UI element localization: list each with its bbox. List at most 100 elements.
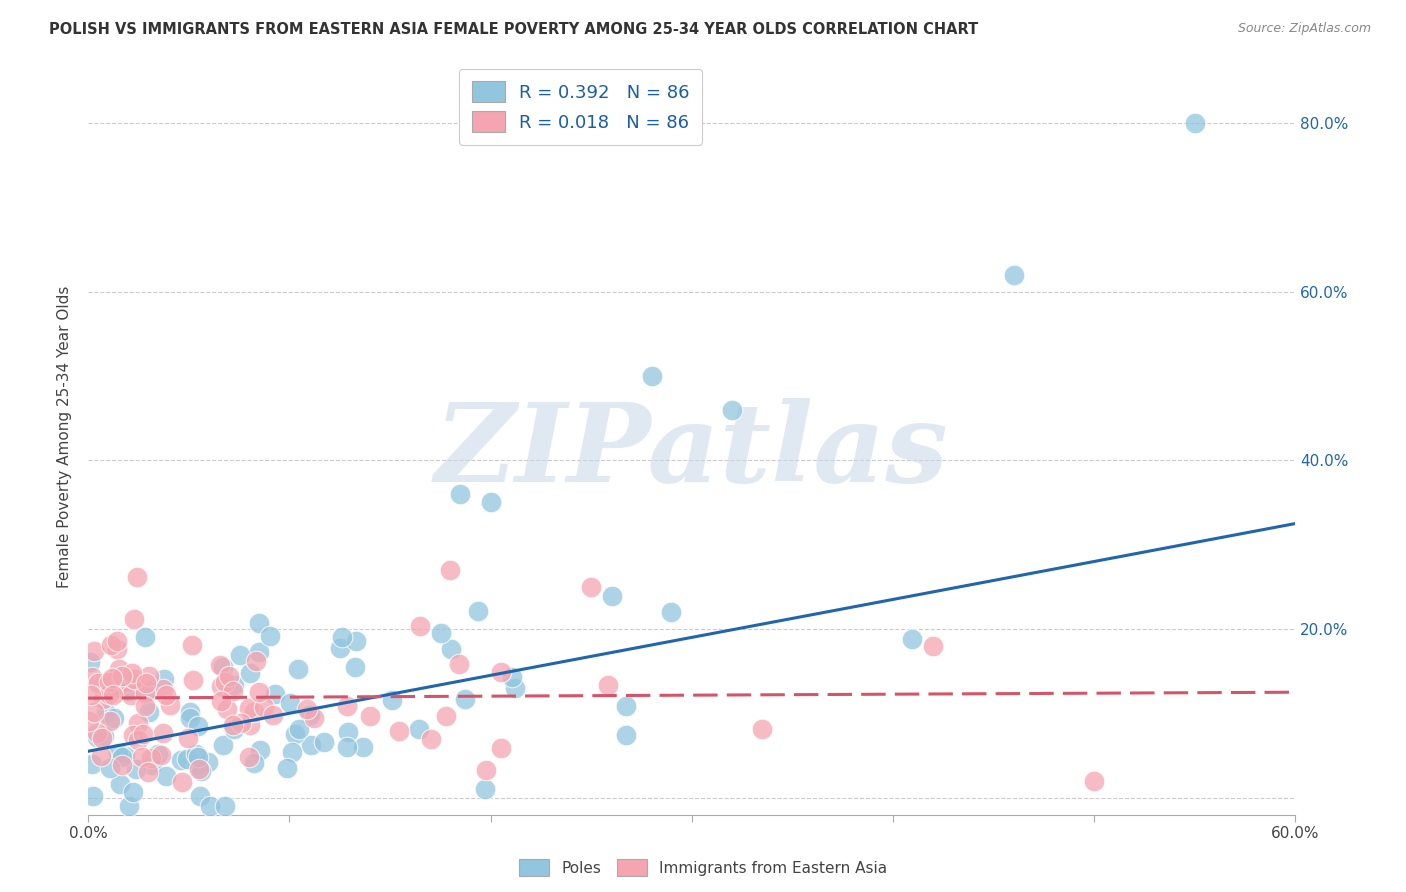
Point <box>214 675 236 690</box>
Text: ZIPatlas: ZIPatlas <box>434 399 949 506</box>
Point <box>108 662 131 676</box>
Point <box>430 626 453 640</box>
Point <box>280 745 302 759</box>
Point <box>247 616 270 631</box>
Point <box>475 763 498 777</box>
Point <box>344 660 367 674</box>
Point <box>218 669 240 683</box>
Point <box>82 789 104 803</box>
Point <box>224 678 246 692</box>
Point <box>247 645 270 659</box>
Point <box>176 731 198 745</box>
Legend: Poles, Immigrants from Eastern Asia: Poles, Immigrants from Eastern Asia <box>512 853 894 882</box>
Point <box>614 699 637 714</box>
Point <box>721 402 744 417</box>
Point <box>212 738 235 752</box>
Point <box>467 604 489 618</box>
Point <box>107 746 129 760</box>
Point <box>139 751 162 765</box>
Point <box>489 665 512 680</box>
Point <box>122 672 145 686</box>
Point <box>146 747 169 762</box>
Point <box>259 628 281 642</box>
Point <box>198 799 221 814</box>
Point <box>125 762 148 776</box>
Point <box>278 696 301 710</box>
Point <box>302 711 325 725</box>
Point <box>100 638 122 652</box>
Point <box>134 630 156 644</box>
Point <box>922 639 945 653</box>
Point <box>579 580 602 594</box>
Point <box>420 731 443 746</box>
Point <box>131 749 153 764</box>
Point <box>87 675 110 690</box>
Point <box>299 739 322 753</box>
Point <box>111 669 134 683</box>
Point <box>153 673 176 687</box>
Point <box>98 761 121 775</box>
Point <box>122 784 145 798</box>
Point <box>135 675 157 690</box>
Point <box>336 740 359 755</box>
Point <box>111 749 134 764</box>
Point <box>264 687 287 701</box>
Legend: R = 0.392   N = 86, R = 0.018   N = 86: R = 0.392 N = 86, R = 0.018 N = 86 <box>460 69 702 145</box>
Point <box>80 670 103 684</box>
Point <box>215 702 238 716</box>
Point <box>598 678 620 692</box>
Point <box>239 666 262 681</box>
Point <box>229 716 252 731</box>
Point <box>98 674 121 689</box>
Point <box>152 681 174 696</box>
Point <box>751 723 773 737</box>
Point <box>103 711 125 725</box>
Point <box>105 633 128 648</box>
Point <box>287 662 309 676</box>
Point <box>120 689 142 703</box>
Point <box>132 727 155 741</box>
Point <box>901 632 924 646</box>
Point <box>253 700 276 714</box>
Point <box>180 638 202 652</box>
Point <box>209 693 232 707</box>
Point <box>90 749 112 764</box>
Point <box>108 776 131 790</box>
Point <box>330 630 353 644</box>
Point <box>1184 116 1206 130</box>
Point <box>434 709 457 723</box>
Text: POLISH VS IMMIGRANTS FROM EASTERN ASIA FEMALE POVERTY AMONG 25-34 YEAR OLDS CORR: POLISH VS IMMIGRANTS FROM EASTERN ASIA F… <box>49 22 979 37</box>
Point <box>155 688 177 702</box>
Y-axis label: Female Poverty Among 25-34 Year Olds: Female Poverty Among 25-34 Year Olds <box>58 285 72 588</box>
Point <box>284 727 307 741</box>
Point <box>155 769 177 783</box>
Point <box>439 563 461 577</box>
Point <box>239 718 262 732</box>
Point <box>117 674 139 689</box>
Point <box>176 752 198 766</box>
Point <box>242 756 264 770</box>
Point <box>114 748 136 763</box>
Point <box>600 589 623 603</box>
Point <box>247 685 270 699</box>
Point <box>93 730 115 744</box>
Point <box>249 743 271 757</box>
Point <box>505 681 527 695</box>
Point <box>243 706 266 720</box>
Point <box>152 725 174 739</box>
Point <box>97 687 120 701</box>
Point <box>352 739 374 754</box>
Point <box>188 762 211 776</box>
Point <box>138 669 160 683</box>
Point <box>222 683 245 698</box>
Point <box>614 729 637 743</box>
Point <box>118 799 141 814</box>
Point <box>82 756 104 771</box>
Point <box>262 708 284 723</box>
Point <box>287 722 309 736</box>
Point <box>188 789 211 803</box>
Point <box>447 657 470 671</box>
Point <box>479 495 502 509</box>
Point <box>124 673 146 687</box>
Point <box>408 722 430 736</box>
